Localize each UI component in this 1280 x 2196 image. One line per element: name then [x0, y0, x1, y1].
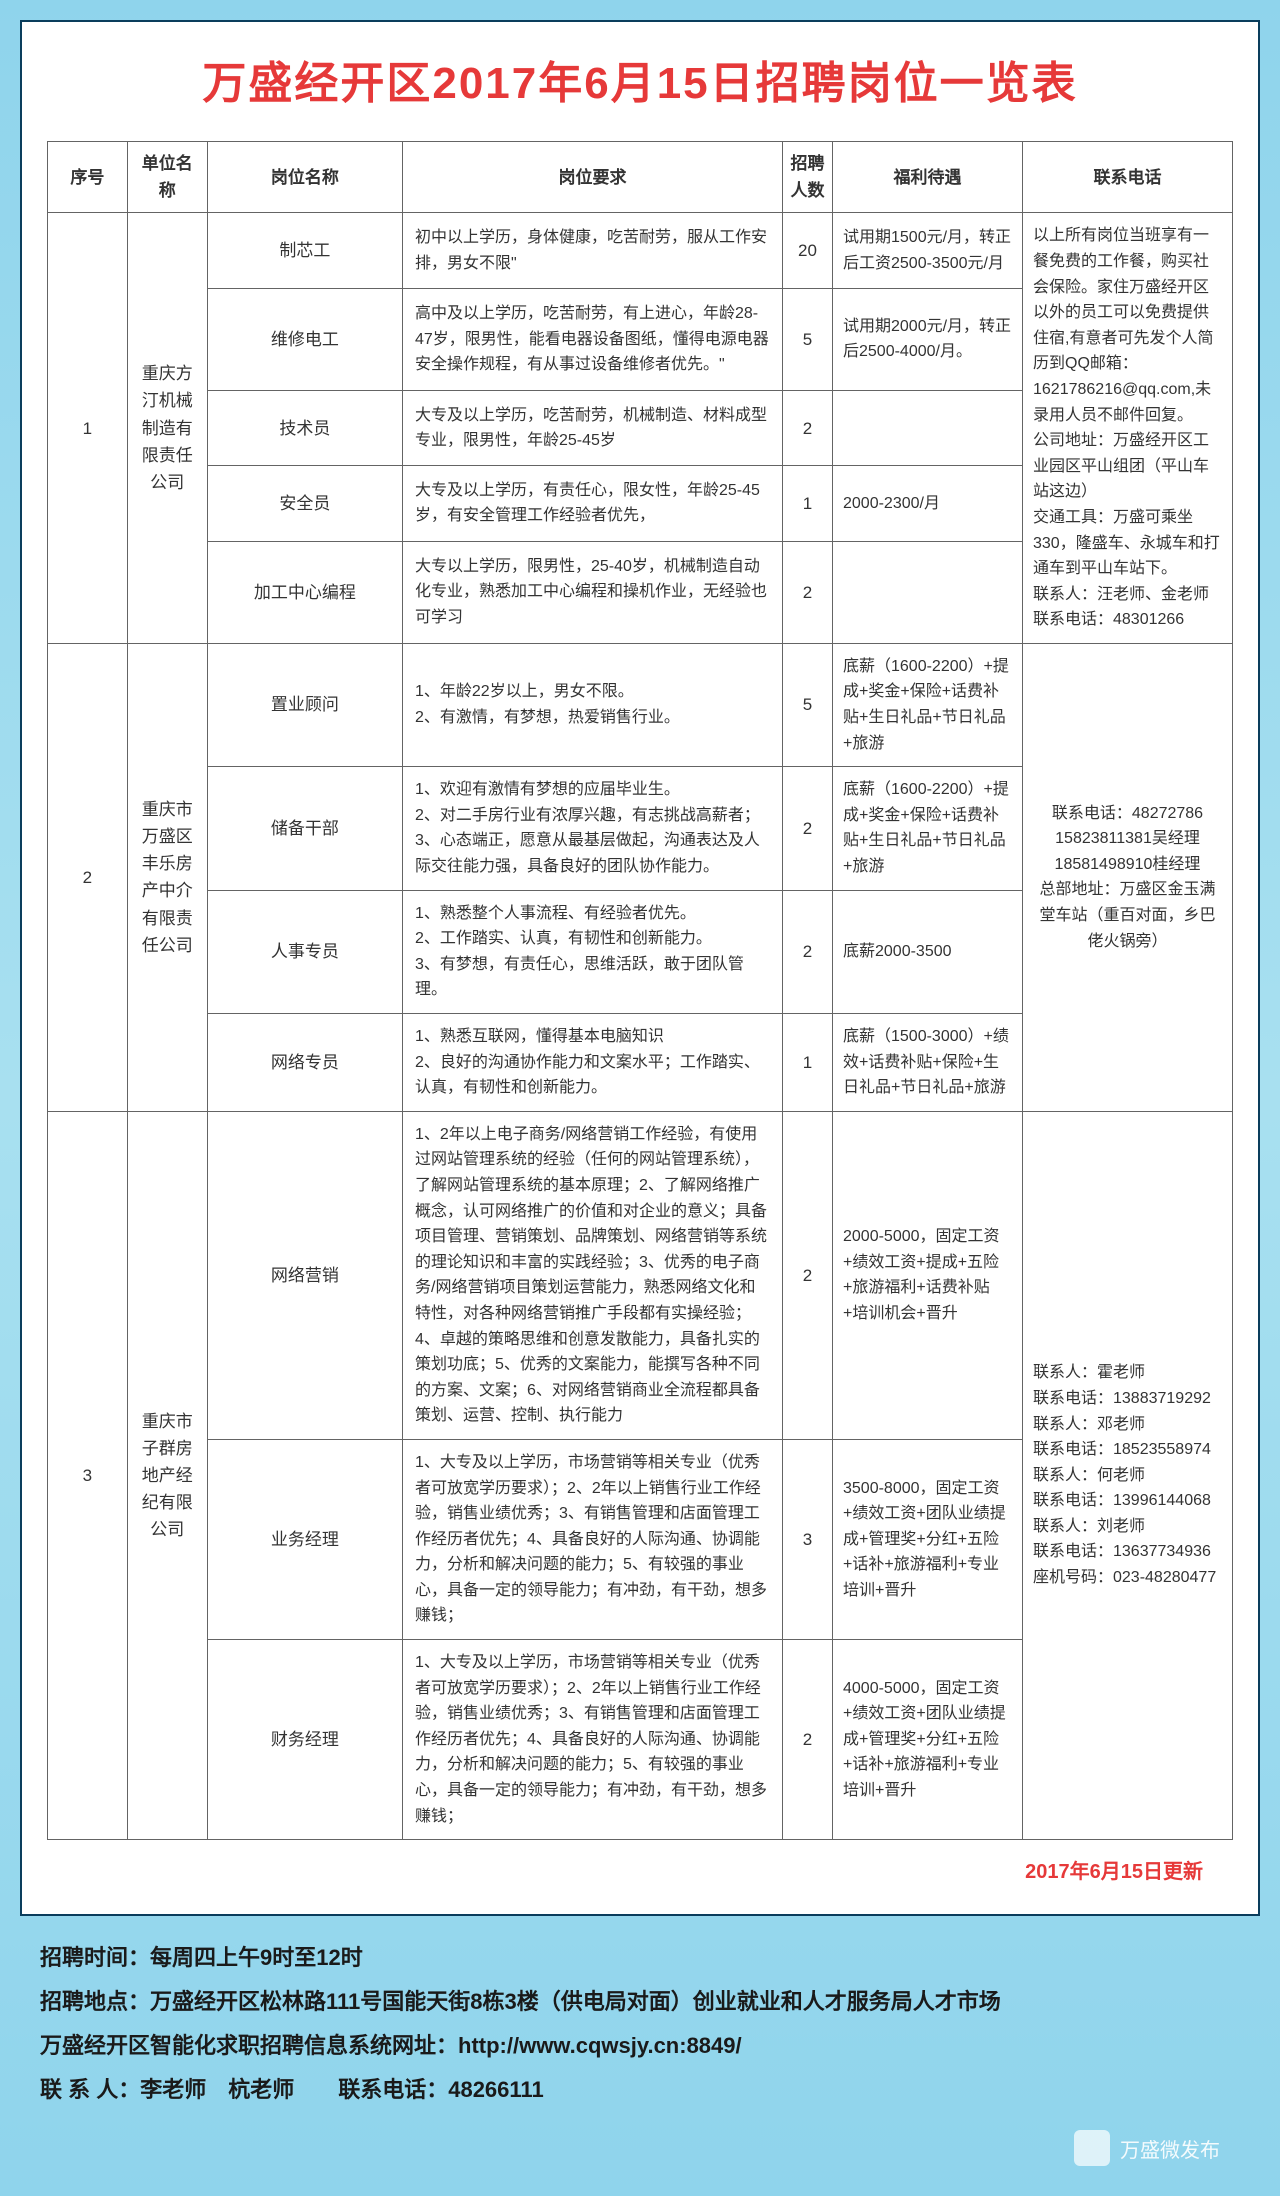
contact-cell: 联系人：霍老师 联系电话：13883719292 联系人：邓老师 联系电话：18…	[1023, 1111, 1233, 1839]
benefit-cell: 2000-2300/月	[833, 466, 1023, 541]
watermark: 万盛微发布	[1074, 2130, 1220, 2166]
count-cell: 2	[783, 1640, 833, 1840]
requirement-cell: 1、2年以上电子商务/网络营销工作经验，有使用过网站管理系统的经验（任何的网站管…	[403, 1111, 783, 1439]
count-cell: 2	[783, 390, 833, 465]
position-cell: 人事专员	[207, 890, 402, 1013]
requirement-cell: 1、欢迎有激情有梦想的应届毕业生。 2、对二手房行业有浓厚兴趣，有志挑战高薪者；…	[403, 767, 783, 890]
footer-line: 招聘时间：每周四上午9时至12时	[40, 1936, 1240, 1980]
count-cell: 2	[783, 767, 833, 890]
company-cell: 重庆市万盛区丰乐房产中介有限责任公司	[127, 643, 207, 1111]
col-seq: 序号	[48, 142, 128, 213]
update-date: 2017年6月15日更新	[47, 1840, 1233, 1889]
position-cell: 维修电工	[207, 288, 402, 390]
requirement-cell: 1、熟悉互联网，懂得基本电脑知识 2、良好的沟通协作能力和文案水平；工作踏实、认…	[403, 1014, 783, 1112]
table-row: 2 重庆市万盛区丰乐房产中介有限责任公司 置业顾问 1、年龄22岁以上，男女不限…	[48, 643, 1233, 766]
contact-cell: 以上所有岗位当班享有一餐免费的工作餐，购买社会保险。家住万盛经开区以外的员工可以…	[1023, 213, 1233, 644]
footer-line: 联 系 人：李老师 杭老师 联系电话：48266111	[40, 2068, 1240, 2112]
table-row: 3 重庆市子群房地产经纪有限公司 网络营销 1、2年以上电子商务/网络营销工作经…	[48, 1111, 1233, 1439]
benefit-cell: 试用期2000元/月，转正后2500-4000/月。	[833, 288, 1023, 390]
position-cell: 网络专员	[207, 1014, 402, 1112]
benefit-cell	[833, 390, 1023, 465]
requirement-cell: 1、熟悉整个人事流程、有经验者优先。 2、工作踏实、认真，有韧性和创新能力。 3…	[403, 890, 783, 1013]
footer-info: 招聘时间：每周四上午9时至12时 招聘地点：万盛经开区松林路111号国能天街8栋…	[20, 1916, 1260, 2142]
requirement-cell: 高中及以上学历，吃苦耐劳，有上进心，年龄28-47岁，限男性，能看电器设备图纸，…	[403, 288, 783, 390]
position-cell: 安全员	[207, 466, 402, 541]
requirement-cell: 大专以上学历，限男性，25-40岁，机械制造自动化专业，熟悉加工中心编程和操机作…	[403, 541, 783, 643]
position-cell: 置业顾问	[207, 643, 402, 766]
count-cell: 5	[783, 288, 833, 390]
requirement-cell: 大专及以上学历，有责任心，限女性，年龄25-45岁，有安全管理工作经验者优先，	[403, 466, 783, 541]
benefit-cell: 底薪（1500-3000）+绩效+话费补贴+保险+生日礼品+节日礼品+旅游	[833, 1014, 1023, 1112]
position-cell: 网络营销	[207, 1111, 402, 1439]
col-contact: 联系电话	[1023, 142, 1233, 213]
benefit-cell	[833, 541, 1023, 643]
requirement-cell: 1、大专及以上学历，市场营销等相关专业（优秀者可放宽学历要求）；2、2年以上销售…	[403, 1640, 783, 1840]
count-cell: 2	[783, 1111, 833, 1439]
company-cell: 重庆方汀机械制造有限责任公司	[127, 213, 207, 644]
position-cell: 储备干部	[207, 767, 402, 890]
page-title: 万盛经开区2017年6月15日招聘岗位一览表	[47, 22, 1233, 141]
col-requirement: 岗位要求	[403, 142, 783, 213]
wechat-icon	[1074, 2130, 1110, 2166]
page-container: 万盛经开区2017年6月15日招聘岗位一览表 序号 单位名称 岗位名称 岗位要求…	[0, 0, 1280, 2196]
seq-cell: 2	[48, 643, 128, 1111]
watermark-text: 万盛微发布	[1120, 2134, 1220, 2163]
benefit-cell: 4000-5000，固定工资+绩效工资+团队业绩提成+管理奖+分红+五险+话补+…	[833, 1640, 1023, 1840]
position-cell: 加工中心编程	[207, 541, 402, 643]
footer-line: 万盛经开区智能化求职招聘信息系统网址：http://www.cqwsjy.cn:…	[40, 2024, 1240, 2068]
company-cell: 重庆市子群房地产经纪有限公司	[127, 1111, 207, 1839]
count-cell: 1	[783, 466, 833, 541]
table-row: 1 重庆方汀机械制造有限责任公司 制芯工 初中以上学历，身体健康，吃苦耐劳，服从…	[48, 213, 1233, 288]
count-cell: 2	[783, 541, 833, 643]
requirement-cell: 1、大专及以上学历，市场营销等相关专业（优秀者可放宽学历要求）；2、2年以上销售…	[403, 1439, 783, 1639]
position-cell: 业务经理	[207, 1439, 402, 1639]
footer-line: 招聘地点：万盛经开区松林路111号国能天街8栋3楼（供电局对面）创业就业和人才服…	[40, 1980, 1240, 2024]
col-company: 单位名称	[127, 142, 207, 213]
benefit-cell: 底薪2000-3500	[833, 890, 1023, 1013]
benefit-cell: 3500-8000，固定工资+绩效工资+团队业绩提成+管理奖+分红+五险+话补+…	[833, 1439, 1023, 1639]
count-cell: 1	[783, 1014, 833, 1112]
benefit-cell: 试用期1500元/月，转正后工资2500-3500元/月	[833, 213, 1023, 288]
col-benefit: 福利待遇	[833, 142, 1023, 213]
benefit-cell: 底薪（1600-2200）+提成+奖金+保险+话费补贴+生日礼品+节日礼品+旅游	[833, 767, 1023, 890]
seq-cell: 3	[48, 1111, 128, 1839]
position-cell: 制芯工	[207, 213, 402, 288]
count-cell: 2	[783, 890, 833, 1013]
position-cell: 财务经理	[207, 1640, 402, 1840]
benefit-cell: 2000-5000，固定工资+绩效工资+提成+五险+旅游福利+话费补贴+培训机会…	[833, 1111, 1023, 1439]
benefit-cell: 底薪（1600-2200）+提成+奖金+保险+话费补贴+生日礼品+节日礼品+旅游	[833, 643, 1023, 766]
contact-cell: 联系电话：48272786 15823811381吴经理 18581498910…	[1023, 643, 1233, 1111]
seq-cell: 1	[48, 213, 128, 644]
col-count: 招聘人数	[783, 142, 833, 213]
position-cell: 技术员	[207, 390, 402, 465]
count-cell: 3	[783, 1439, 833, 1639]
content-panel: 万盛经开区2017年6月15日招聘岗位一览表 序号 单位名称 岗位名称 岗位要求…	[20, 20, 1260, 1916]
count-cell: 5	[783, 643, 833, 766]
job-table: 序号 单位名称 岗位名称 岗位要求 招聘人数 福利待遇 联系电话 1 重庆方汀机…	[47, 141, 1233, 1840]
table-header-row: 序号 单位名称 岗位名称 岗位要求 招聘人数 福利待遇 联系电话	[48, 142, 1233, 213]
requirement-cell: 初中以上学历，身体健康，吃苦耐劳，服从工作安排，男女不限"	[403, 213, 783, 288]
requirement-cell: 大专及以上学历，吃苦耐劳，机械制造、材料成型专业，限男性，年龄25-45岁	[403, 390, 783, 465]
col-position: 岗位名称	[207, 142, 402, 213]
requirement-cell: 1、年龄22岁以上，男女不限。 2、有激情，有梦想，热爱销售行业。	[403, 643, 783, 766]
count-cell: 20	[783, 213, 833, 288]
